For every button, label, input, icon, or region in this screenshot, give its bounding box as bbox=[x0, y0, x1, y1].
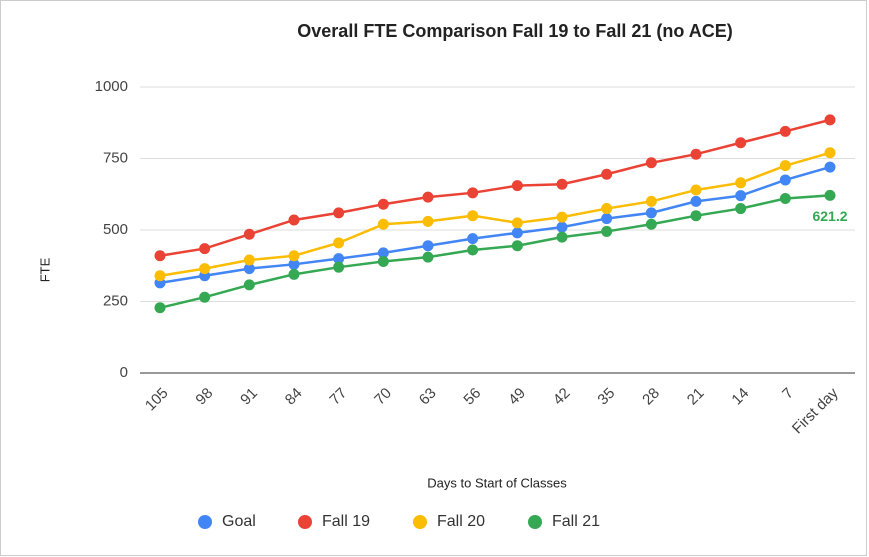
point bbox=[377, 218, 389, 230]
point bbox=[422, 215, 434, 227]
point bbox=[422, 240, 434, 252]
series-line bbox=[159, 118, 831, 257]
series-line bbox=[159, 165, 831, 285]
point bbox=[377, 247, 389, 259]
point bbox=[556, 221, 568, 233]
point bbox=[601, 168, 613, 180]
point bbox=[154, 302, 166, 314]
y-tick-label: 1000 bbox=[95, 78, 128, 95]
point bbox=[243, 263, 255, 275]
point bbox=[511, 180, 523, 192]
point bbox=[824, 114, 836, 126]
point bbox=[690, 210, 702, 222]
point bbox=[377, 198, 389, 210]
point bbox=[288, 250, 300, 262]
legend-label: Fall 20 bbox=[437, 513, 485, 530]
point bbox=[556, 231, 568, 243]
point bbox=[645, 195, 657, 207]
point bbox=[735, 190, 747, 202]
data-label: 621.2 bbox=[812, 208, 847, 224]
point bbox=[645, 157, 657, 169]
point bbox=[288, 258, 300, 270]
legend-marker bbox=[298, 515, 312, 529]
point bbox=[154, 270, 166, 282]
legend-label: Fall 21 bbox=[552, 513, 600, 530]
legend-marker bbox=[528, 515, 542, 529]
point bbox=[333, 253, 345, 265]
point bbox=[601, 225, 613, 237]
point bbox=[467, 187, 479, 199]
point bbox=[601, 213, 613, 225]
series-line bbox=[159, 151, 831, 277]
point bbox=[556, 178, 568, 190]
x-axis-title: Days to Start of Classes bbox=[427, 475, 567, 490]
point bbox=[333, 207, 345, 219]
legend-marker bbox=[198, 515, 212, 529]
y-tick-label: 750 bbox=[103, 149, 128, 166]
point bbox=[645, 207, 657, 219]
point bbox=[824, 161, 836, 173]
point bbox=[243, 228, 255, 240]
point bbox=[690, 195, 702, 207]
point bbox=[422, 191, 434, 203]
point bbox=[288, 268, 300, 280]
point bbox=[779, 160, 791, 172]
y-tick-label: 250 bbox=[103, 292, 128, 309]
point bbox=[199, 291, 211, 303]
point bbox=[779, 125, 791, 137]
point bbox=[377, 255, 389, 267]
y-axis-title: FTE bbox=[37, 257, 52, 282]
point bbox=[467, 233, 479, 245]
point bbox=[511, 240, 523, 252]
point bbox=[690, 148, 702, 160]
chart-title: Overall FTE Comparison Fall 19 to Fall 2… bbox=[297, 21, 732, 41]
point bbox=[735, 137, 747, 149]
point bbox=[779, 193, 791, 205]
legend-marker bbox=[413, 515, 427, 529]
point bbox=[824, 189, 836, 201]
point bbox=[690, 184, 702, 196]
point bbox=[333, 261, 345, 273]
point bbox=[199, 243, 211, 255]
point bbox=[824, 147, 836, 159]
point bbox=[422, 251, 434, 263]
y-tick-label: 500 bbox=[103, 221, 128, 238]
point bbox=[467, 210, 479, 222]
point bbox=[735, 177, 747, 189]
point bbox=[645, 218, 657, 230]
point bbox=[511, 227, 523, 239]
point bbox=[333, 237, 345, 249]
point bbox=[735, 203, 747, 215]
y-tick-label: 0 bbox=[120, 364, 128, 381]
point bbox=[779, 174, 791, 186]
legend-label: Goal bbox=[222, 513, 256, 530]
point bbox=[243, 254, 255, 266]
point bbox=[601, 203, 613, 215]
point bbox=[556, 211, 568, 223]
legend-label: Fall 19 bbox=[322, 513, 370, 530]
point bbox=[154, 250, 166, 262]
point bbox=[467, 244, 479, 256]
series-line bbox=[159, 194, 831, 310]
point bbox=[243, 279, 255, 291]
point bbox=[288, 214, 300, 226]
point bbox=[511, 217, 523, 229]
point bbox=[199, 263, 211, 275]
